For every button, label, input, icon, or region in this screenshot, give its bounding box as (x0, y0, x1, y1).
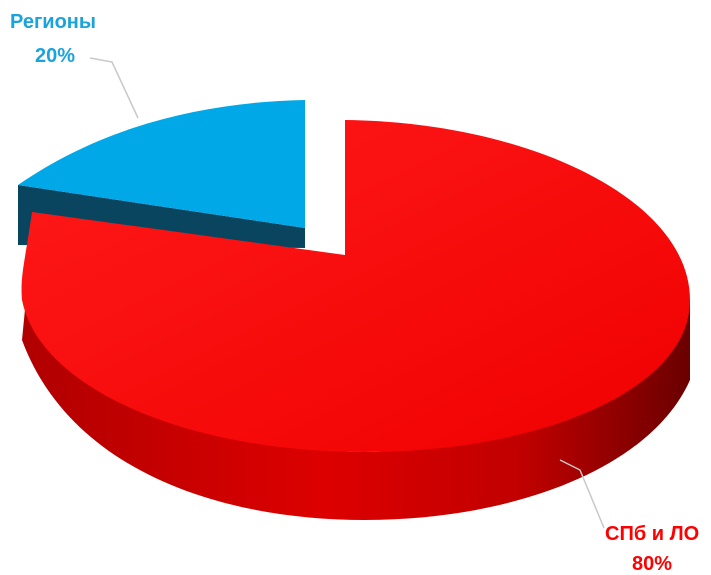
label-spb-lo-name: СПб и ЛО (605, 523, 699, 545)
label-spb-lo-value: 80% (632, 553, 672, 575)
label-regions-name: Регионы (10, 11, 96, 33)
label-regions-value: 20% (35, 45, 75, 67)
slice-spb-lo (21, 120, 691, 520)
leader-line-regions (89, 57, 139, 119)
slice-spb-lo-top (21, 120, 691, 452)
leader-line-spb-lo (559, 459, 605, 529)
slice-spb-lo-side (22, 258, 690, 520)
slice-regions-top (18, 100, 305, 228)
